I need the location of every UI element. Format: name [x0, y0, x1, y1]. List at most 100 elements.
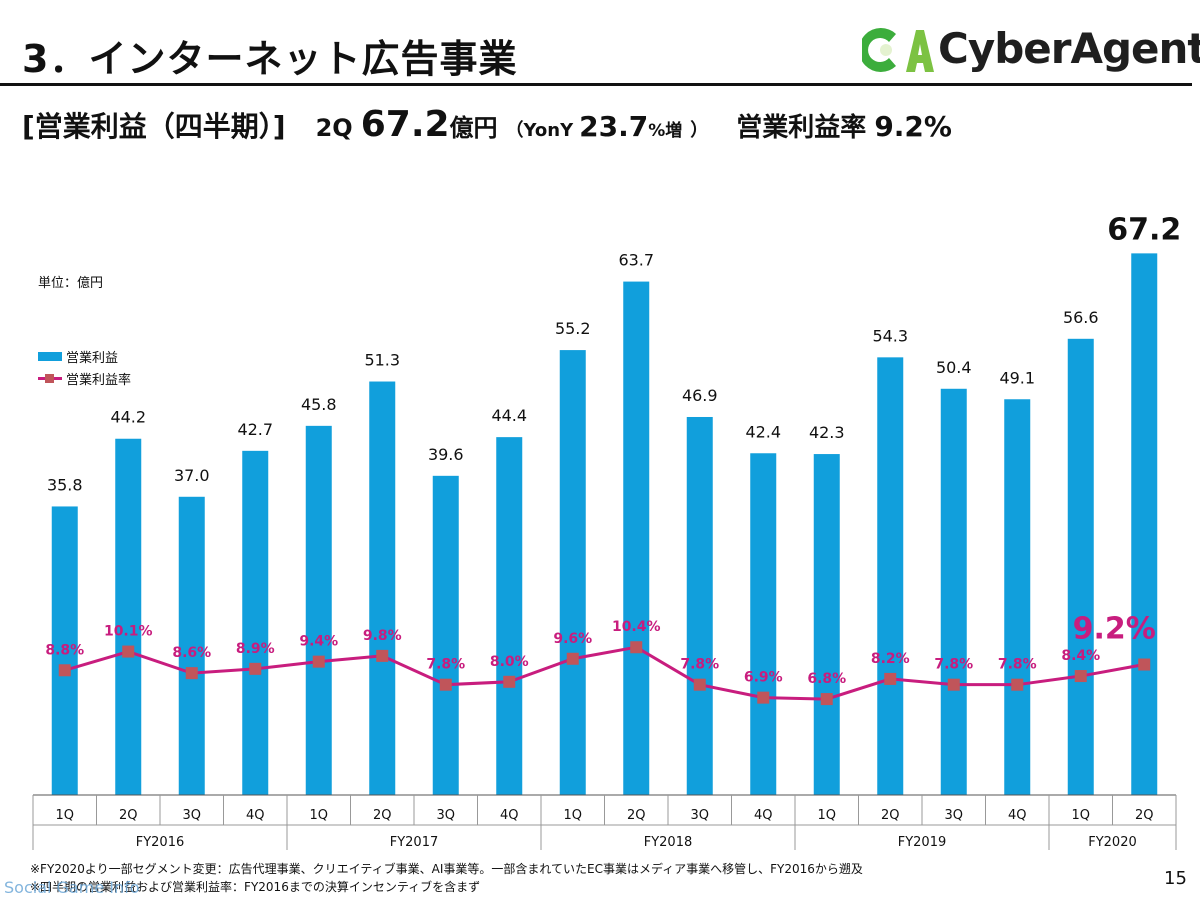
bar [686, 416, 713, 795]
group-label: FY2018 [644, 835, 693, 850]
margin-value-label: 7.8% [934, 657, 973, 673]
x-tick-label: 1Q [309, 808, 328, 823]
margin-value-label: 8.6% [172, 645, 211, 661]
x-tick-label: 4Q [246, 808, 265, 823]
bar [940, 388, 967, 795]
margin-value-label: 8.2% [871, 651, 910, 667]
chart-legend: 営業利益 営業利益率 [38, 345, 131, 389]
margin-value-label: 10.1% [104, 624, 153, 640]
bar-value-label: 35.8 [47, 475, 83, 494]
cyberagent-logo-icon [862, 28, 934, 72]
margin-value-label: 8.9% [236, 641, 275, 657]
slide-title: 3．インターネット広告事業 [22, 37, 518, 81]
subtitle-yoy-close: ） [690, 120, 709, 141]
x-tick-label: 4Q [754, 808, 773, 823]
margin-value-label: 7.8% [998, 657, 1037, 673]
x-tick-label: 1Q [563, 808, 582, 823]
bar-value-label: 56.6 [1063, 308, 1099, 327]
bar-value-labels: 35.8 44.2 37.0 42.7 45.8 51.3 39.6 44.4 55.2 63.7… [47, 212, 1181, 494]
margin-value-label: 7.8% [426, 657, 465, 673]
x-tick-label: 3Q [690, 808, 709, 823]
margin-value-label: 6.9% [744, 670, 783, 686]
legend-item-operating-profit: 営業利益 [38, 345, 131, 367]
subtitle-margin-label: 営業利益率 [736, 113, 867, 143]
x-tick-label: 2Q [627, 808, 646, 823]
watermark: Social Game Info [4, 878, 140, 897]
margin-marker [1074, 670, 1087, 683]
margin-marker [376, 649, 389, 662]
margin-value-label: 7.8% [680, 657, 719, 673]
legend-label-operating-margin: 営業利益率 [66, 372, 132, 388]
bar-value-label: 37.0 [174, 466, 210, 485]
margin-value-label: 9.6% [553, 631, 592, 647]
margin-marker [185, 667, 198, 680]
margin-marker [249, 662, 262, 675]
x-tick-label: 3Q [182, 808, 201, 823]
bar [1004, 399, 1031, 795]
margin-value-label: 8.8% [45, 642, 84, 658]
logo-text: CyberAgent [938, 24, 1200, 73]
x-tick-label: 1Q [55, 808, 74, 823]
bar-value-label: 45.8 [301, 395, 337, 414]
bar [305, 425, 332, 795]
x-tick-label: 3Q [944, 808, 963, 823]
margin-marker [947, 678, 960, 691]
margin-marker [884, 672, 897, 685]
margin-marker [122, 645, 135, 658]
x-tick-label: 4Q [500, 808, 519, 823]
x-tick-label: 4Q [1008, 808, 1027, 823]
footnote-1: ※FY2020より一部セグメント変更：広告代理事業、クリエイティブ事業、AI事業… [30, 862, 863, 876]
margin-value-label: 9.8% [363, 628, 402, 644]
margin-marker [757, 691, 770, 704]
group-label: FY2016 [136, 835, 185, 850]
bar [1131, 253, 1158, 796]
subtitle-quarter: 2Q [315, 114, 353, 142]
margin-marker [820, 693, 833, 706]
margin-marker [1011, 678, 1024, 691]
bar-value-label: 67.2 [1107, 212, 1181, 247]
chart-unit-label: 単位：億円 [38, 276, 104, 291]
bar [1067, 338, 1094, 795]
margin-marker [693, 678, 706, 691]
margin-marker [566, 652, 579, 665]
group-label: FY2020 [1088, 835, 1137, 850]
bar-value-label: 46.9 [682, 386, 718, 405]
margin-value-label: 6.8% [807, 671, 846, 687]
margin-value-label: 8.4% [1061, 648, 1100, 664]
margin-value-labels: 8.8% 10.1% 8.6% 8.9% 9.4% 9.8% 7.8% 8.0% 9.6% 10.… [45, 612, 1156, 688]
subtitle-label: [営業利益（四半期）] [22, 110, 286, 143]
title-rule [0, 83, 1192, 86]
bar [877, 357, 904, 795]
bar-value-label: 49.1 [999, 368, 1035, 387]
bar [496, 437, 523, 795]
margin-marker [58, 664, 71, 677]
page-number: 15 [1164, 868, 1187, 889]
bar [115, 438, 142, 795]
subtitle-unit: 億円 [449, 114, 498, 142]
subtitle-yoy-unit: %増 [648, 121, 683, 141]
bar-value-label: 42.7 [237, 420, 273, 439]
bar-value-label: 44.4 [491, 406, 527, 425]
footnote-2: ※四半期の営業利益および営業利益率：FY2016までの決算インセンティブを含まず [30, 880, 481, 894]
bar [750, 453, 777, 795]
legend-label-operating-profit: 営業利益 [66, 350, 119, 366]
cyberagent-logo: CyberAgent [862, 22, 1200, 78]
bar [559, 350, 586, 795]
group-label: FY2017 [390, 835, 439, 850]
bar-value-label: 51.3 [364, 351, 400, 370]
bar-value-label: 42.4 [745, 422, 781, 441]
bar [369, 381, 396, 795]
bar-value-label: 54.3 [872, 326, 908, 345]
x-tick-label: 1Q [1071, 808, 1090, 823]
legend-line-swatch [38, 373, 62, 383]
bar-value-label: 44.2 [110, 408, 146, 427]
margin-value-label: 10.4% [612, 619, 661, 635]
legend-bar-swatch [38, 351, 62, 361]
legend-item-operating-margin: 営業利益率 [38, 367, 131, 389]
bar [432, 475, 459, 795]
margin-value-label: 8.0% [490, 654, 529, 670]
margin-marker [312, 655, 325, 668]
bar [242, 450, 269, 795]
subtitle-yoy-value: 23.7 [579, 110, 649, 143]
